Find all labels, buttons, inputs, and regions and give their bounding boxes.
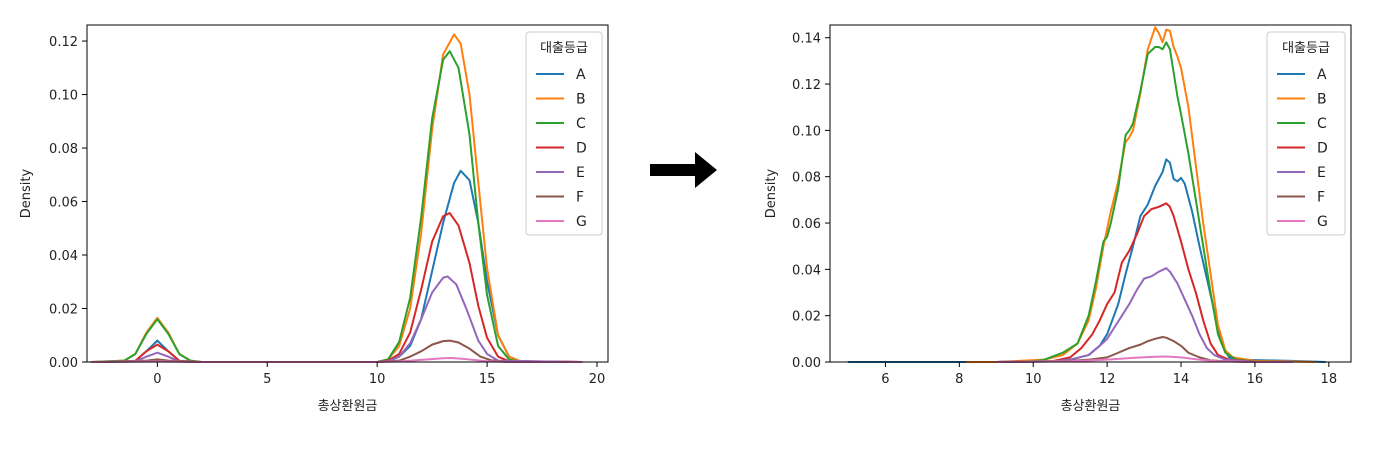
y-tick-label: 0.14	[792, 32, 821, 47]
x-axis-label: 총상환원금	[318, 399, 378, 414]
y-tick-label: 0.02	[49, 303, 78, 318]
legend-title: 대출등급	[1282, 41, 1330, 56]
series-line-C	[90, 50, 583, 363]
y-tick-label: 0.02	[792, 310, 821, 325]
y-axis-label: Density	[19, 168, 34, 218]
legend-label-A: A	[576, 67, 586, 83]
x-tick-label: 10	[1025, 372, 1042, 387]
arrow-shape	[650, 152, 717, 188]
y-tick-label: 0.08	[49, 142, 78, 157]
series-line-B	[90, 33, 583, 363]
y-tick-label: 0.08	[792, 171, 821, 186]
legend-label-C: C	[576, 116, 586, 132]
right-arrow-icon	[650, 152, 717, 188]
y-axis-label: Density	[764, 168, 779, 218]
series-line-F	[101, 339, 583, 363]
series-line-E	[995, 267, 1293, 363]
y-tick-label: 0.04	[792, 263, 821, 278]
legend-label-E: E	[576, 165, 585, 181]
x-tick-label: 0	[153, 372, 161, 387]
x-tick-label: 5	[263, 372, 271, 387]
y-tick-label: 0.04	[49, 249, 78, 264]
x-tick-label: 12	[1099, 372, 1116, 387]
x-tick-label: 20	[589, 372, 606, 387]
kde-chart-left: 0 5 10 15 20 0.00 0.02 0.04 0.06 0.08 0.10 0.12 총상환원…	[19, 24, 609, 414]
y-tick-label: 0.10	[49, 89, 78, 104]
series-line-D	[995, 202, 1293, 363]
legend-label-G: G	[576, 214, 587, 230]
legend-label-E: E	[1317, 165, 1326, 181]
y-tick-label: 0.10	[792, 124, 821, 139]
y-tick-label: 0.06	[792, 217, 821, 232]
legend-label-G: G	[1317, 214, 1328, 230]
x-tick-label: 8	[955, 372, 963, 387]
y-tick-label: 0.06	[49, 196, 78, 211]
legend-box	[1266, 31, 1346, 236]
legend-label-C: C	[1317, 116, 1327, 132]
y-tick-label: 0.12	[49, 35, 78, 50]
y-tick-label: 0.12	[792, 78, 821, 93]
legend-label-F: F	[1317, 190, 1325, 206]
x-tick-label: 14	[1173, 372, 1190, 387]
legend-label-A: A	[1317, 67, 1327, 83]
y-tick-label: 0.00	[49, 356, 78, 371]
x-axis-label: 총상환원금	[1061, 399, 1121, 414]
series-line-E	[101, 275, 583, 363]
legend-label-D: D	[576, 141, 587, 157]
series-line-A	[101, 169, 583, 363]
legend-title: 대출등급	[540, 41, 588, 56]
series-line-D	[101, 212, 583, 363]
y-tick-label: 0.00	[792, 356, 821, 371]
plot-frame	[829, 24, 1352, 363]
legend-label-B: B	[1317, 92, 1327, 108]
legend-box	[525, 31, 603, 236]
x-tick-label: 10	[369, 372, 386, 387]
series-line-A	[847, 158, 1327, 363]
x-tick-label: 18	[1321, 372, 1338, 387]
x-tick-label: 15	[479, 372, 496, 387]
x-tick-label: 6	[881, 372, 889, 387]
legend-label-B: B	[576, 92, 586, 108]
legend-label-F: F	[576, 190, 584, 206]
legend-label-D: D	[1317, 141, 1328, 157]
plot-frame	[86, 24, 609, 363]
series-line-C	[995, 41, 1293, 363]
kde-chart-right: 6 8 10 12 14 16 18 0.00 0.02 0.04 0.06 0.08 0.10 0.12…	[764, 24, 1352, 414]
x-tick-label: 16	[1247, 372, 1264, 387]
series-line-B	[965, 26, 1316, 363]
